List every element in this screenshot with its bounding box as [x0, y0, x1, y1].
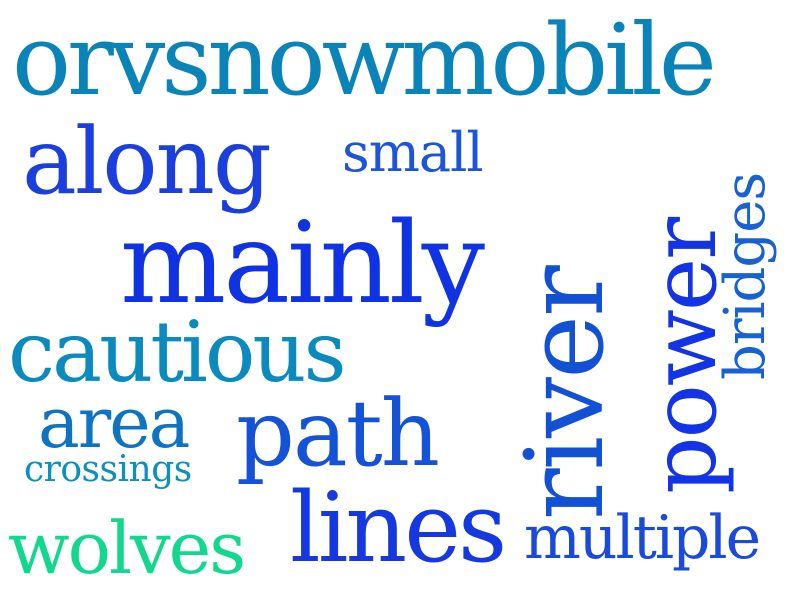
word-cautious: cautious: [8, 303, 347, 401]
word-river: river: [503, 267, 628, 520]
word-area: area: [38, 382, 190, 464]
word-wolves: wolves: [8, 506, 246, 590]
word-bridges: bridges: [713, 172, 778, 380]
word-small: small: [342, 121, 484, 184]
word-lines: lines: [290, 472, 507, 584]
word-crossings: crossings: [24, 449, 192, 490]
word-path: path: [236, 380, 440, 487]
word-orvsnowmobile: orvsnowmobile: [12, 4, 717, 118]
word-multiple: multiple: [524, 503, 761, 573]
word-along: along: [22, 108, 272, 215]
word-mainly: mainly: [120, 199, 485, 329]
